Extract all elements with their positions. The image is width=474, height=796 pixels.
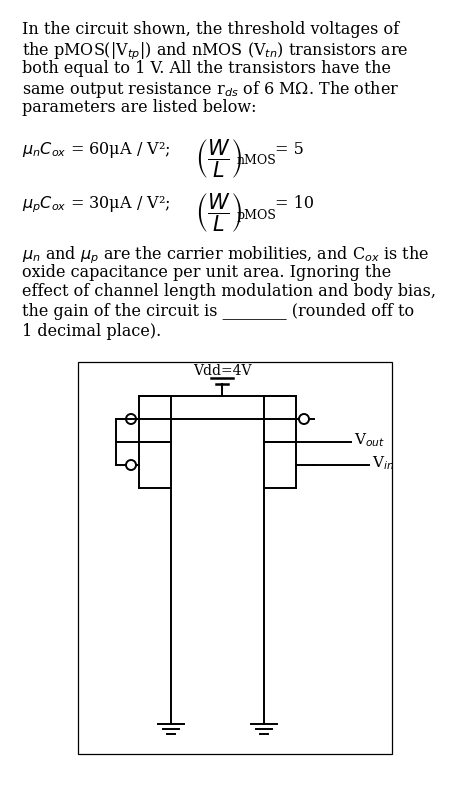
Bar [78,362,392,754]
Text: $\left(\dfrac{W}{L}\right)$: $\left(\dfrac{W}{L}\right)$ [195,138,242,181]
Text: same output resistance r$_{ds}$ of 6 MΩ. The other: same output resistance r$_{ds}$ of 6 MΩ.… [22,80,400,100]
Text: V$_{in}$: V$_{in}$ [372,455,394,472]
Text: both equal to 1 V. All the transistors have the: both equal to 1 V. All the transistors h… [22,60,391,77]
Text: parameters are listed below:: parameters are listed below: [22,99,256,116]
Text: $\mu_p C_{ox}$ = 30μA / V²;: $\mu_p C_{ox}$ = 30μA / V²; [22,194,170,215]
Text: $\left(\dfrac{W}{L}\right)$: $\left(\dfrac{W}{L}\right)$ [195,192,242,235]
Text: the gain of the circuit is ________ (rounded off to: the gain of the circuit is ________ (rou… [22,303,414,320]
Text: = 5: = 5 [275,141,304,158]
Text: V$_{out}$: V$_{out}$ [354,431,385,449]
Text: $\mu_n$ and $\mu_p$ are the carrier mobilities, and C$_{ox}$ is the: $\mu_n$ and $\mu_p$ are the carrier mobi… [22,244,429,266]
Text: In the circuit shown, the threshold voltages of: In the circuit shown, the threshold volt… [22,21,399,38]
Text: $\mu_n C_{ox}$ = 60μA / V²;: $\mu_n C_{ox}$ = 60μA / V²; [22,141,170,161]
Text: = 10: = 10 [275,194,314,212]
Text: nMOS: nMOS [237,154,277,167]
Text: the pMOS(|V$_{tp}$|) and nMOS (V$_{tn}$) transistors are: the pMOS(|V$_{tp}$|) and nMOS (V$_{tn}$)… [22,41,409,62]
Text: 1 decimal place).: 1 decimal place). [22,322,161,340]
Text: pMOS: pMOS [237,209,277,221]
Text: effect of channel length modulation and body bias,: effect of channel length modulation and … [22,283,436,301]
Text: Vdd=4V: Vdd=4V [193,364,252,378]
Text: oxide capacitance per unit area. Ignoring the: oxide capacitance per unit area. Ignorin… [22,264,391,281]
